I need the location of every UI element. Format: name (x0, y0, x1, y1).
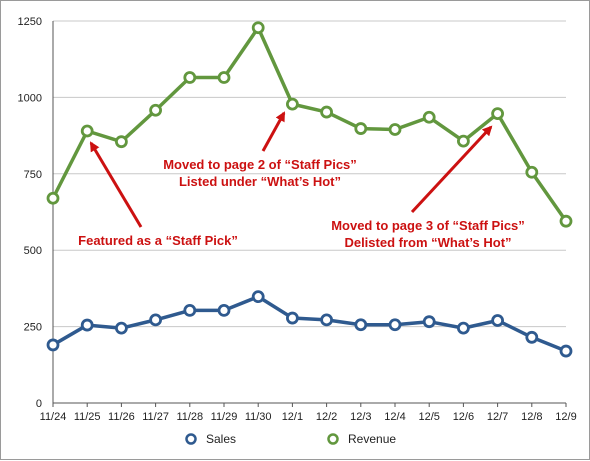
x-tick-label-11-24: 11/24 (40, 411, 67, 423)
x-tick-label-11-28: 11/28 (176, 411, 203, 423)
point-sales-11-29 (217, 304, 231, 317)
x-tick-label-12-7: 12/7 (487, 411, 508, 423)
annotation-2: Moved to page 2 of “Staff Pics” Listed un… (163, 111, 357, 189)
annotation-3-arrow (410, 125, 493, 214)
point-revenue-11-25 (80, 124, 94, 138)
x-tick-label-12-2: 12/2 (316, 411, 337, 423)
point-sales-11-30 (251, 290, 265, 304)
y-tick-label-250: 250 (24, 322, 42, 334)
series-line-sales (51, 294, 568, 353)
point-revenue-12-9 (559, 214, 573, 228)
point-revenue-11-28 (183, 71, 197, 84)
point-sales-12-1 (285, 311, 299, 325)
x-tick-label-11-29: 11/29 (211, 411, 238, 423)
annotation-2-line-1: Moved to page 2 of “Staff Pics” (163, 157, 357, 172)
x-tick-label-11-25: 11/25 (74, 411, 101, 423)
point-revenue-12-3 (354, 122, 368, 135)
point-sales-11-25 (80, 318, 94, 332)
point-sales-12-4 (388, 318, 402, 332)
x-tick-label-11-30: 11/30 (245, 411, 272, 423)
point-revenue-11-26 (115, 135, 128, 149)
point-sales-12-9 (559, 344, 573, 358)
annotation-3-line-2: Delisted from “What’s Hot” (344, 235, 511, 250)
annotation-1: Featured as a “Staff Pick” (78, 141, 238, 248)
point-sales-12-2 (320, 313, 334, 327)
y-tick-label-0: 0 (36, 398, 42, 410)
series-line-revenue (51, 25, 568, 223)
legend-marker-revenue (327, 433, 339, 445)
point-sales-11-27 (149, 313, 163, 327)
annotation-1-line-1: Featured as a “Staff Pick” (78, 233, 238, 248)
annotation-1-arrow (89, 141, 143, 228)
point-revenue-12-6 (456, 134, 470, 148)
x-tick-label-11-26: 11/26 (108, 411, 135, 423)
legend-marker-sales (185, 433, 197, 445)
annotations: Featured as a “Staff Pick” Moved to page … (78, 111, 525, 250)
legend-label-sales: Sales (206, 432, 236, 446)
point-revenue-12-2 (320, 105, 334, 119)
point-revenue-12-5 (422, 110, 436, 124)
point-sales-12-5 (422, 315, 436, 329)
x-tick-label-11-27: 11/27 (142, 411, 169, 423)
annotation-2-arrow (261, 111, 286, 152)
x-tick-label-12-5: 12/5 (418, 411, 439, 423)
point-sales-11-26 (115, 321, 128, 335)
legend: Sales Revenue (185, 432, 396, 446)
x-tick-label-12-9: 12/9 (555, 411, 576, 423)
y-tick-label-1000: 1000 (18, 92, 42, 104)
point-sales-12-7 (491, 314, 505, 327)
point-revenue-12-8 (525, 165, 539, 179)
y-tick-label-750: 750 (24, 169, 42, 181)
gridlines (53, 20, 566, 328)
point-revenue-11-27 (149, 103, 163, 117)
x-tick-label-12-3: 12/3 (350, 411, 371, 423)
point-sales-11-28 (183, 304, 197, 317)
point-revenue-12-7 (491, 107, 505, 120)
point-sales-11-24 (46, 338, 60, 352)
y-tick-label-1250: 1250 (18, 16, 42, 28)
point-revenue-11-29 (217, 71, 231, 84)
annotation-3-line-1: Moved to page 3 of “Staff Pics” (331, 218, 525, 233)
point-sales-12-8 (525, 330, 539, 344)
series (46, 21, 573, 358)
x-tick-label-12-4: 12/4 (384, 411, 405, 423)
x-tick-label-12-8: 12/8 (521, 411, 542, 423)
point-revenue-11-30 (251, 21, 265, 35)
point-revenue-11-24 (46, 191, 60, 205)
annotation-2-line-2: Listed under “What’s Hot” (179, 174, 341, 189)
legend-item-revenue: Revenue (327, 432, 396, 446)
annotation-3: Moved to page 3 of “Staff Pics” Delisted … (331, 125, 525, 250)
point-revenue-12-4 (388, 123, 402, 136)
point-sales-12-6 (456, 321, 470, 335)
legend-item-sales: Sales (185, 432, 236, 446)
x-tick-label-12-1: 12/1 (282, 411, 303, 423)
point-revenue-12-1 (285, 97, 299, 111)
legend-label-revenue: Revenue (348, 432, 396, 446)
x-tick-label-12-6: 12/6 (453, 411, 474, 423)
point-sales-12-3 (354, 318, 368, 332)
y-tick-label-500: 500 (24, 245, 42, 257)
axes: 0 250 500 750 1000 1250 11/24 11/25 11/26 11/27 11… (18, 16, 577, 423)
